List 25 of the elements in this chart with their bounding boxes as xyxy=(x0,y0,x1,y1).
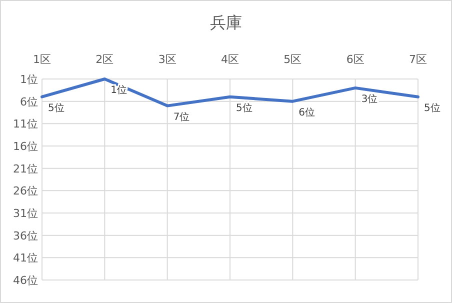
data-label: 3位 xyxy=(361,92,378,105)
y-tick-label: 21位 xyxy=(13,162,38,176)
y-tick-label: 41位 xyxy=(13,252,38,265)
y-tick-label: 16位 xyxy=(13,140,38,153)
x-tick-label: 7区 xyxy=(409,53,427,66)
data-label: 5位 xyxy=(236,102,252,114)
chart-title: 兵庫 xyxy=(210,13,242,32)
y-tick-label: 6位 xyxy=(20,95,38,108)
y-tick-label: 36位 xyxy=(13,229,38,242)
data-label: 7位 xyxy=(173,110,190,123)
y-tick-label: 31位 xyxy=(13,207,38,220)
y-tick-label: 11位 xyxy=(13,118,38,131)
data-label: 5位 xyxy=(424,102,440,114)
x-tick-label: 4区 xyxy=(221,53,239,66)
y-tick-label: 46位 xyxy=(13,274,38,287)
data-label: 6位 xyxy=(298,106,316,118)
data-label: 5位 xyxy=(48,102,64,114)
x-tick-label: 2区 xyxy=(96,53,114,66)
x-tick-label: 3区 xyxy=(158,53,176,66)
data-label: 1位 xyxy=(110,84,128,96)
x-tick-label: 5区 xyxy=(284,53,302,66)
y-tick-label: 1位 xyxy=(20,73,38,86)
y-tick-label: 26位 xyxy=(13,184,38,198)
x-tick-label: 1区 xyxy=(33,53,51,66)
x-tick-label: 6区 xyxy=(346,53,364,66)
